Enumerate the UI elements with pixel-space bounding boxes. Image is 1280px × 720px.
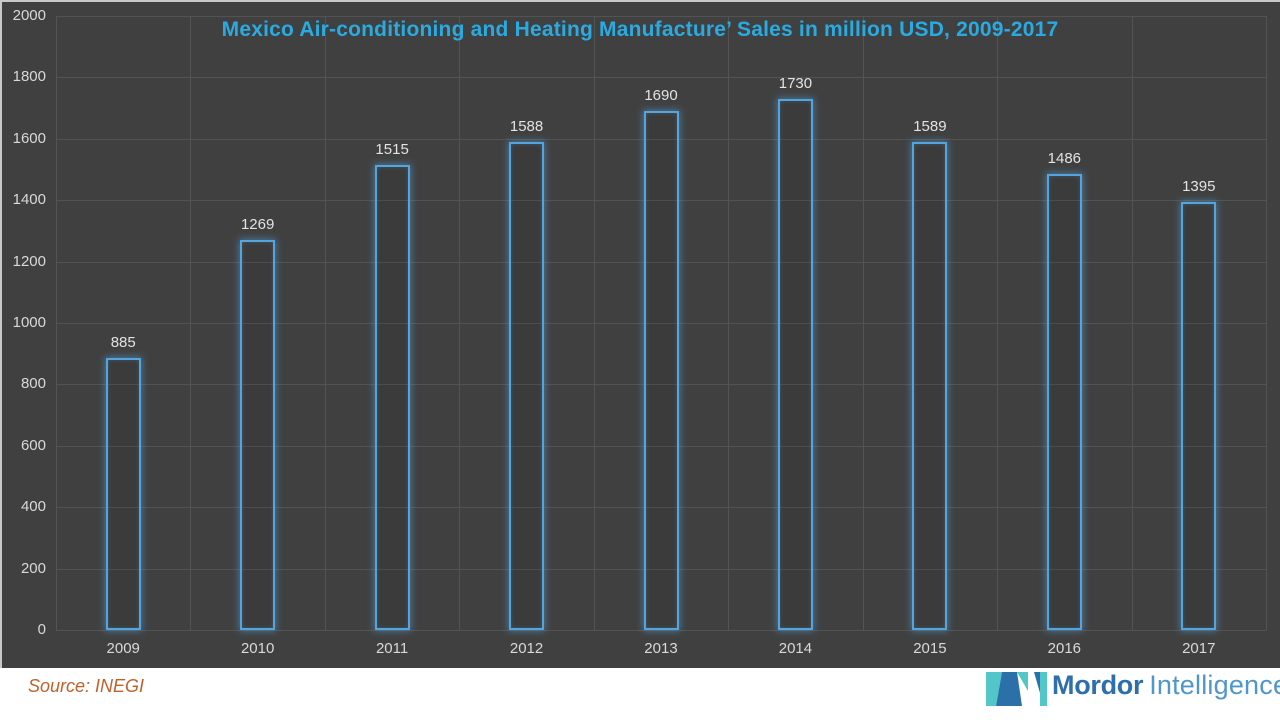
gridline [593,16,595,630]
bar-value-label: 1730 [778,74,813,92]
gridline [190,16,192,630]
chart-title: Mexico Air-conditioning and Heating Manu… [221,18,1059,41]
bar-value-label: 1589 [913,118,947,136]
x-axis-tick-label: 2013 [644,640,678,657]
bar [1046,173,1082,630]
mordor-logo-icon [986,672,1048,713]
gridline [56,138,1266,140]
bar-value-label: 885 [110,334,136,352]
y-axis-tick-label: 600 [20,436,46,454]
bar-value-label: 1395 [1182,177,1216,195]
bar [240,240,276,630]
brand-name-light: Intelligence [1149,670,1280,700]
bar [912,142,948,630]
x-axis-tick-label: 2009 [106,640,140,657]
bar [643,111,679,630]
footer: Source: INEGI Mordor Intelligence [0,668,1280,720]
bar-value-label: 1690 [644,87,678,105]
gridline [997,16,999,630]
gridline [1131,16,1133,630]
gridline [862,16,864,630]
gridline [459,16,461,630]
bar-value-label: 1269 [240,216,275,234]
brand-name: Mordor Intelligence [1052,670,1280,701]
y-axis-tick-label: 1600 [12,129,46,147]
gridline [728,16,730,630]
gridline [56,77,1266,79]
source-text: Source: INEGI [28,676,145,696]
gridline [56,507,1266,509]
brand-name-bold: Mordor [1052,670,1144,700]
window-edge-left [0,0,2,668]
gridline [56,568,1266,570]
bar [509,142,545,630]
gridline [56,323,1266,324]
gridline [1266,16,1267,630]
y-axis-tick-label: 1400 [12,191,46,209]
gridline [56,200,1266,202]
y-axis-tick-label: 200 [20,559,46,577]
y-axis-tick-label: 400 [20,498,46,516]
x-axis-tick-label: 2011 [375,640,409,657]
bar-value-label: 1486 [1047,149,1082,167]
y-axis-tick-label: 1200 [12,252,46,270]
gridline [324,16,326,630]
gridline [56,384,1266,386]
gridline [56,261,1266,263]
gridline [56,445,1266,447]
bar [374,164,410,630]
bar-value-label: 1515 [375,140,409,158]
y-axis-tick-label: 0 [37,621,46,638]
gridline [56,630,1266,631]
y-axis-tick-label: 1800 [12,68,46,86]
bar [777,98,813,630]
bar-value-label: 1588 [509,118,544,136]
chart-region: Mexico Air-conditioning and Heating Manu… [0,0,1280,668]
bar [105,358,141,630]
window-edge-top [0,0,1280,2]
y-axis-tick-label: 800 [20,375,46,393]
x-axis-tick-label: 2017 [1182,640,1216,657]
gridline [56,16,1266,17]
x-axis-tick-label: 2014 [778,640,813,657]
gridline [56,16,57,630]
x-axis-tick-label: 2010 [240,640,275,657]
x-axis-tick-label: 2012 [509,640,544,657]
x-axis-tick-label: 2015 [913,640,947,657]
y-axis-tick-label: 2000 [12,7,46,24]
x-axis-tick-label: 2016 [1047,640,1082,657]
bar [1181,201,1217,630]
y-axis-tick-label: 1000 [12,314,46,331]
